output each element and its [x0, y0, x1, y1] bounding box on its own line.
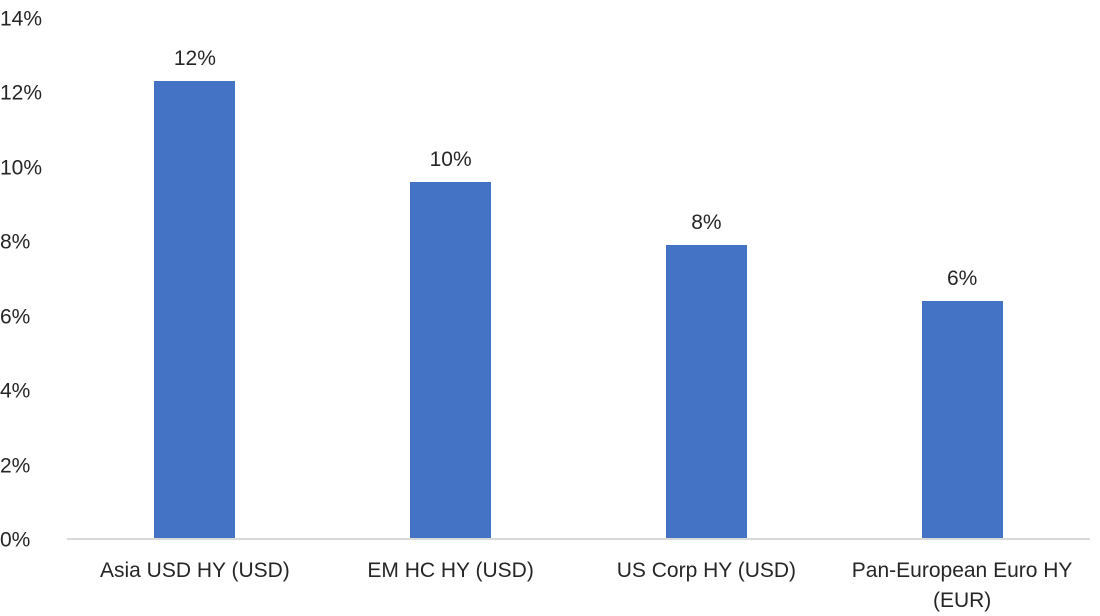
- y-tick-label: 6%: [0, 305, 31, 329]
- x-axis-line: [67, 538, 1090, 540]
- x-category-label: US Corp HY (USD): [616, 559, 797, 582]
- x-category-label: Pan-European Euro HY (EUR): [851, 559, 1073, 613]
- bar-value-label: 6%: [946, 266, 978, 290]
- bar-4: [921, 300, 1003, 539]
- y-tick-label: 12%: [0, 81, 43, 105]
- bar-1: [154, 81, 236, 539]
- y-tick-label: 2%: [0, 454, 31, 478]
- y-tick-label: 14%: [0, 7, 43, 31]
- x-category-label: EM HC HY (USD): [367, 559, 534, 582]
- y-tick-label: 10%: [0, 156, 43, 180]
- bar-2: [410, 181, 492, 539]
- bar-value-label: 8%: [691, 211, 722, 234]
- bar-value-label: 12%: [173, 47, 216, 71]
- y-tick-label: 8%: [0, 230, 31, 254]
- y-tick-label: 0%: [0, 528, 31, 552]
- bar-value-label: 10%: [429, 147, 472, 171]
- x-category-label: Asia USD HY (USD): [99, 559, 290, 582]
- bar-3: [665, 245, 747, 539]
- y-tick-label: 4%: [0, 379, 31, 403]
